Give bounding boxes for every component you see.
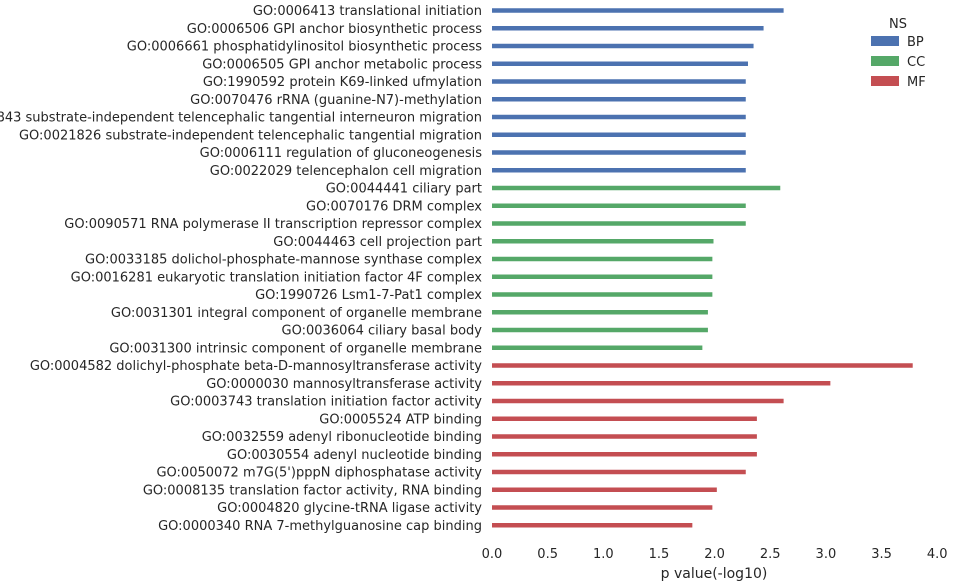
x-tick-label: 4.0 (927, 547, 948, 562)
bar-3 (492, 43, 754, 49)
category-label: GO:0016281 eukaryotic translation initia… (71, 270, 483, 285)
x-tick-label: 3.0 (816, 547, 837, 562)
bar-5 (492, 79, 746, 84)
legend: NS BP CC MF (871, 17, 926, 90)
category-label: GO:0030554 adenyl nucleotide binding (227, 448, 482, 463)
bar-21 (492, 363, 913, 368)
category-label: GO:0006506 GPI anchor biosynthetic proce… (187, 22, 482, 37)
bar-27 (492, 469, 746, 475)
x-tick-label: 3.5 (871, 547, 892, 562)
category-label: GO:0006661 phosphatidylinositol biosynth… (127, 40, 482, 55)
category-label: GO:1990592 protein K69-linked ufmylation (203, 75, 482, 90)
bar-23 (492, 398, 784, 404)
bar-14 (492, 239, 714, 244)
bar-7 (492, 114, 746, 120)
category-label: GO:0032559 adenyl ribonucleotide binding (202, 430, 482, 445)
legend-swatch-bp (871, 36, 899, 46)
bar-22 (492, 381, 831, 386)
bar-16 (492, 274, 713, 279)
category-label: GO:0006413 translational initiation (253, 4, 482, 19)
category-label: GO:0050072 m7G(5')pppN diphosphatase act… (156, 466, 482, 481)
bar-15 (492, 256, 713, 262)
category-label: GO:0000030 mannosyltransferase activity (206, 377, 482, 392)
category-label: GO:0044463 cell projection part (273, 235, 482, 250)
category-label: GO:0070176 DRM complex (306, 199, 482, 214)
legend-swatch-cc (871, 56, 899, 66)
category-label: GO:0006111 regulation of gluconeogenesis (200, 146, 483, 161)
x-tick-label: 2.5 (760, 547, 781, 562)
bar-4 (492, 61, 748, 66)
bar-17 (492, 292, 713, 297)
legend-title: NS (889, 17, 907, 32)
category-label: GO:0004582 dolichyl-phosphate beta-D-man… (30, 359, 482, 374)
category-label: GO:0004820 glycine-tRNA ligase activity (217, 501, 482, 516)
legend-swatch-mf (871, 76, 899, 86)
bar-1 (492, 8, 784, 13)
x-tick-labels: 0.0 0.5 1.0 1.5 2.0 2.5 3.0 3.5 4.0 (482, 547, 948, 562)
x-tick-label: 0.0 (482, 547, 503, 562)
bar-25 (492, 434, 757, 439)
bar-8 (492, 132, 746, 137)
category-label: GO:0005524 ATP binding (319, 412, 482, 427)
bar-20 (492, 345, 703, 350)
category-label: GO:0070476 rRNA (guanine-N7)-methylation (190, 93, 482, 108)
bar-6 (492, 97, 746, 102)
category-label: GO:0036064 ciliary basal body (282, 324, 483, 339)
bar-9 (492, 150, 746, 155)
category-label: GO:0031300 intrinsic component of organe… (109, 341, 482, 356)
bar-26 (492, 452, 757, 457)
category-label: GO:0000340 RNA 7-methylguanosine cap bin… (158, 519, 482, 534)
bar-29 (492, 505, 713, 510)
bar-13 (492, 221, 746, 226)
bars (492, 8, 913, 528)
y-tick-labels: GO:0006413 translational initiation GO:00… (0, 4, 482, 534)
category-label: GO:1990726 Lsm1-7-Pat1 complex (255, 288, 482, 303)
category-label: GO:0003743 translation initiation factor… (170, 395, 482, 410)
legend-label-cc: CC (907, 55, 925, 70)
legend-label-bp: BP (907, 35, 924, 50)
category-label: GO:0021826 substrate-independent telence… (19, 128, 482, 143)
category-label: GO:0006505 GPI anchor metabolic process (202, 57, 482, 72)
category-label: GO:0033185 dolichol-phosphate-mannose sy… (85, 253, 482, 268)
bar-30 (492, 523, 693, 528)
category-label: GO:0008135 translation factor activity, … (143, 483, 482, 498)
x-tick-label: 0.5 (537, 547, 558, 562)
bar-10 (492, 168, 746, 173)
x-axis-label: p value(-log10) (661, 566, 768, 582)
bar-2 (492, 26, 764, 31)
x-tick-label: 2.0 (704, 547, 725, 562)
bar-19 (492, 327, 708, 333)
bar-28 (492, 487, 717, 492)
category-label: GO:0031301 integral component of organel… (111, 306, 482, 321)
bar-12 (492, 203, 746, 208)
bar-24 (492, 416, 757, 421)
category-label: GO:0090571 RNA polymerase II transcripti… (64, 217, 482, 232)
category-label: GO:0021843 substrate-independent telence… (0, 111, 482, 126)
legend-label-mf: MF (907, 75, 926, 90)
bar-18 (492, 310, 708, 315)
x-tick-label: 1.5 (649, 547, 670, 562)
bar-11 (492, 185, 781, 191)
category-label: GO:0044441 ciliary part (326, 182, 482, 197)
category-label: GO:0022029 telencephalon cell migration (210, 164, 482, 179)
x-tick-label: 1.0 (593, 547, 614, 562)
